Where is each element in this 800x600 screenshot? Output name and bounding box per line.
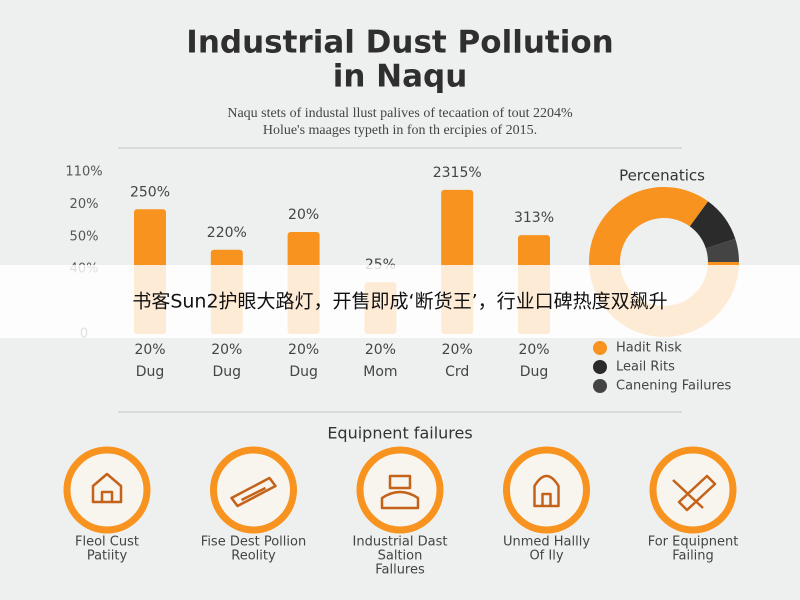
item-label: Of Ily [529, 549, 563, 564]
bar-annotation: 250% [130, 184, 170, 200]
item-label: Reolity [231, 549, 276, 564]
bar-annotation: 2315% [433, 165, 482, 181]
banner-text: 书客Sun2护眼大路灯，开售即成‘断货王’，行业口碑热度双飙升 [132, 291, 667, 313]
x-tick-label: Dug [289, 364, 318, 380]
pie-slice [705, 238, 739, 262]
icon [533, 474, 560, 508]
legend-label: Hadit Risk [616, 341, 682, 356]
x-tick-label: Dug [136, 364, 165, 380]
icon-ring [210, 446, 297, 534]
section-title: Equipnent failures [327, 424, 472, 443]
legend-swatch [593, 341, 607, 355]
bar-annotation: 20% [288, 207, 319, 223]
icon-ring [356, 446, 444, 534]
item-label: For Equipnent [648, 535, 739, 550]
item-label: Unmed Hallly [503, 535, 590, 550]
bar-annotation: 313% [514, 210, 554, 226]
x-tick-label: Dug [213, 364, 242, 380]
x-tick-label: Crd [445, 364, 469, 380]
item-label: Failing [672, 549, 714, 564]
item-label: Fleol Cust [75, 535, 139, 550]
y-tick-label: 110% [65, 165, 102, 180]
subtitle: Naqu stets of industal llust palives of … [227, 106, 573, 121]
category-sublabel: 20% [365, 342, 396, 358]
item-label: Saltion [378, 549, 423, 564]
legend-label: Leail Rits [616, 360, 675, 375]
icon [672, 474, 717, 512]
category-sublabel: 20% [211, 342, 242, 358]
bar-annotation: 220% [207, 225, 247, 241]
category-sublabel: 20% [442, 342, 473, 358]
banner-band [0, 265, 800, 338]
icon-ring [63, 446, 151, 534]
x-tick-label: Dug [520, 364, 549, 380]
category-sublabel: 20% [518, 342, 549, 358]
item-label: Patiity [87, 549, 128, 564]
icon [91, 472, 123, 504]
subtitle: Holue's maages typeth in fon th ercipies… [263, 123, 537, 138]
category-sublabel: 20% [288, 342, 319, 358]
pie-title: Percenatics [619, 167, 705, 185]
pie-slice [689, 201, 736, 249]
y-tick-label: 50% [70, 229, 99, 244]
title: in Naqu [333, 59, 468, 95]
y-tick-label: 20% [70, 197, 99, 212]
item-label: Industrial Dast [353, 535, 448, 550]
icon [380, 474, 420, 510]
item-label: Fallures [375, 563, 425, 578]
legend-swatch [593, 360, 607, 374]
legend-label: Canening Failures [616, 379, 732, 394]
x-tick-label: Mom [363, 364, 397, 380]
icon-ring [503, 446, 590, 534]
title: Industrial Dust Pollution [186, 25, 613, 61]
icon [230, 476, 277, 508]
category-sublabel: 20% [134, 342, 165, 358]
item-label: Fise Dest Pollion [201, 535, 306, 550]
legend-swatch [593, 379, 607, 393]
